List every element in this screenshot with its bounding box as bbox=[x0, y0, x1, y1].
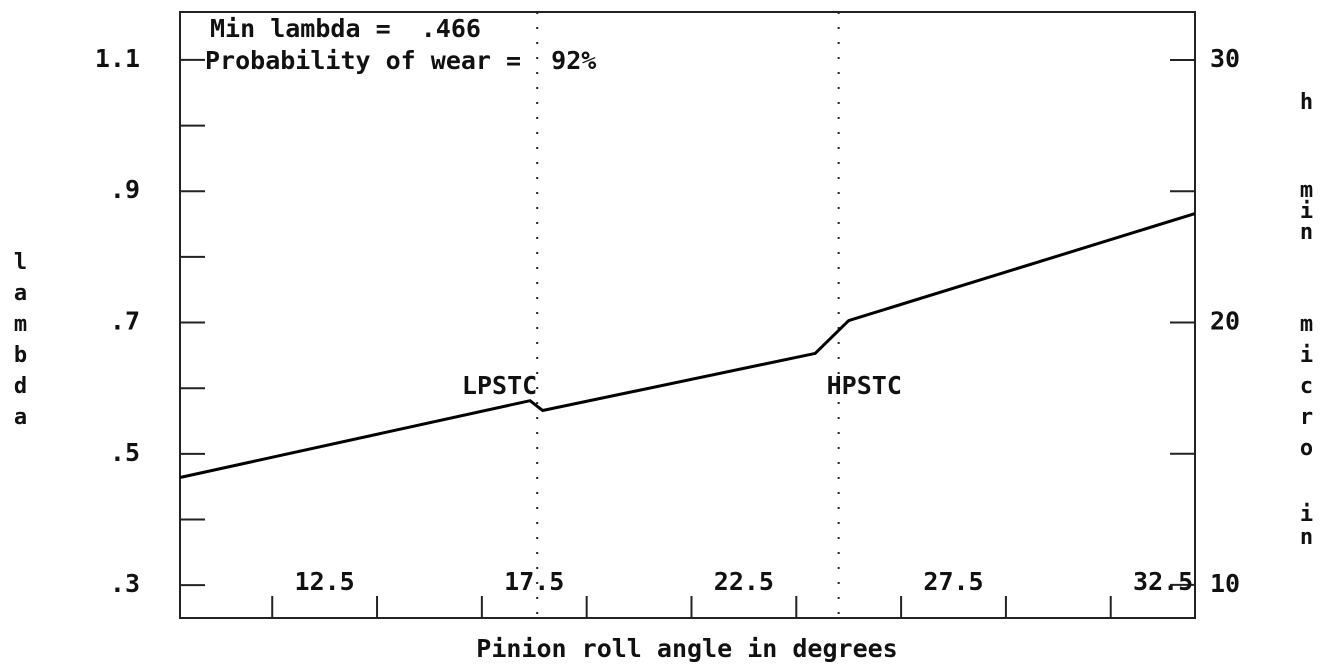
x-tick-label: 17.5 bbox=[504, 567, 564, 596]
x-tick-label: 32.5 bbox=[1133, 567, 1193, 596]
y2-axis-label: h bbox=[1294, 90, 1319, 121]
y2-tick-label: 10 bbox=[1210, 569, 1240, 598]
y2-tick-label: 30 bbox=[1210, 44, 1240, 73]
x-tick-label: 12.5 bbox=[295, 567, 355, 596]
x-axis-label: Pinion roll angle in degrees bbox=[476, 634, 897, 663]
reference-label: LPSTC bbox=[462, 371, 537, 400]
reference-label: HPSTC bbox=[827, 371, 902, 400]
y-tick-label: .7 bbox=[110, 307, 140, 336]
x-tick-label: 27.5 bbox=[923, 567, 983, 596]
plot-frame bbox=[179, 11, 1196, 619]
y-tick-label: .5 bbox=[110, 438, 140, 467]
y-tick-label: .9 bbox=[110, 175, 140, 204]
y-tick-label: 1.1 bbox=[95, 44, 140, 73]
y2-axis-label: in bbox=[1294, 502, 1319, 548]
y-axis-label: lambda bbox=[8, 250, 33, 436]
annotation: Min lambda = .466 bbox=[210, 14, 481, 43]
y2-tick-label: 20 bbox=[1210, 306, 1240, 335]
y2-axis-label: micro bbox=[1294, 312, 1319, 467]
y2-axis-label: min bbox=[1294, 178, 1319, 241]
annotation: Probability of wear = 92% bbox=[205, 46, 596, 75]
x-tick-label: 22.5 bbox=[714, 567, 774, 596]
data-line bbox=[179, 212, 1196, 479]
y-tick-label: .3 bbox=[110, 569, 140, 598]
